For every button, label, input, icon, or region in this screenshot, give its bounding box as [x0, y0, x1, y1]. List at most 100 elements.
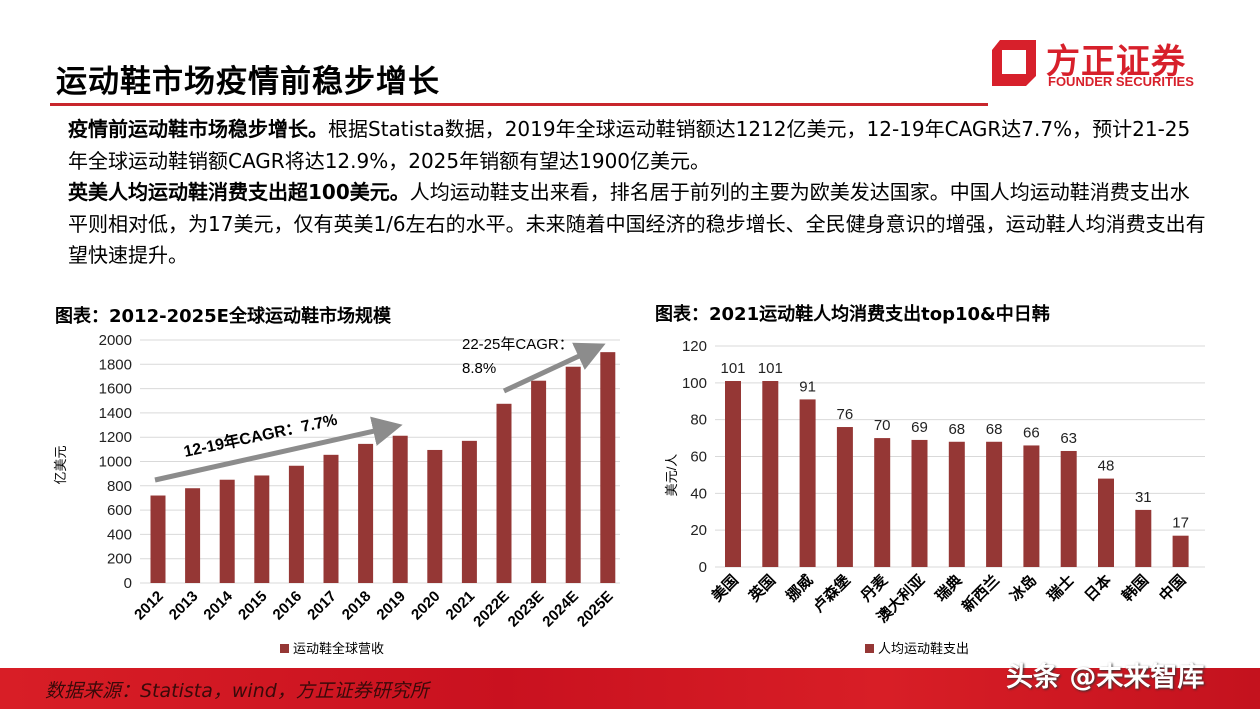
x-tick-label: 2023E	[505, 588, 548, 631]
bar-2020	[427, 449, 443, 583]
x-tick-label: 丹麦	[857, 570, 892, 605]
bar-2019	[392, 435, 408, 583]
bar-2016	[288, 465, 304, 583]
x-tick-label: 瑞典	[932, 571, 966, 605]
bar-2012	[150, 495, 166, 583]
bar-2022E	[496, 403, 512, 583]
paragraph-per-capita-text: 人均运动鞋支出来看，排名居于前列的主要为欧美发达国家。中国人均运动鞋消费支出水平…	[68, 180, 1206, 267]
x-tick-label: 2014	[200, 587, 236, 623]
cagr-annotation-2: 22-25年CAGR：	[462, 336, 574, 353]
bar-瑞士	[1060, 450, 1077, 567]
y-tick-label: 1600	[99, 381, 132, 398]
data-source: 数据来源：Statista，wind，方正证券研究所	[45, 680, 429, 702]
data-label: 91	[799, 378, 816, 395]
footer-band	[0, 668, 1260, 709]
x-tick-label: 2024E	[539, 588, 582, 631]
y-tick-label: 120	[682, 338, 707, 355]
y-tick-label: 1400	[99, 405, 132, 422]
bar-中国	[1172, 535, 1189, 567]
paragraph-market: 疫情前运动鞋市场稳步增长。根据Statista数据，2019年全球运动鞋销额达1…	[68, 114, 1208, 177]
data-label: 48	[1098, 458, 1115, 475]
data-label: 17	[1172, 515, 1189, 532]
cagr-arrow-2022-2025	[502, 342, 606, 394]
y-tick-label: 60	[690, 449, 707, 466]
paragraph-market-text: 根据Statista数据，2019年全球运动鞋销额达1212亿美元，12-19年…	[68, 117, 1191, 173]
x-tick-label: 卢森堡	[809, 571, 854, 616]
y-axis-label: 亿美元	[53, 445, 68, 484]
bar-挪威	[799, 399, 816, 567]
data-label: 69	[911, 419, 928, 436]
logo-text-en: FOUNDER SECURITIES	[1048, 74, 1194, 89]
bar-冰岛	[1023, 445, 1040, 567]
data-label: 31	[1135, 489, 1152, 506]
data-label: 66	[1023, 424, 1040, 441]
y-tick-label: 100	[682, 375, 707, 392]
bar-新西兰	[986, 441, 1003, 567]
founder-logo: 方正证券 FOUNDER SECURITIES	[990, 36, 1205, 92]
y-tick-label: 200	[107, 551, 132, 568]
x-tick-label: 挪威	[782, 571, 816, 605]
data-label: 68	[986, 421, 1003, 438]
y-tick-label: 0	[124, 575, 132, 592]
x-tick-label: 2017	[304, 588, 340, 624]
y-tick-label: 20	[690, 522, 707, 539]
bar-2023E	[531, 380, 547, 583]
legend-swatch	[865, 644, 874, 653]
bar-2013	[185, 488, 201, 583]
body-text: 疫情前运动鞋市场稳步增长。根据Statista数据，2019年全球运动鞋销额达1…	[68, 114, 1208, 272]
x-tick-label: 中国	[1155, 571, 1189, 605]
data-label: 68	[948, 421, 965, 438]
bar-澳大利亚	[911, 439, 928, 567]
y-tick-label: 2000	[99, 332, 132, 349]
bar-美国	[725, 380, 741, 567]
y-tick-label: 600	[107, 502, 132, 519]
logo-mark-icon	[992, 40, 1036, 86]
x-tick-label: 2019	[373, 588, 409, 624]
paragraph-per-capita: 英美人均运动鞋消费支出超100美元。人均运动鞋支出来看，排名居于前列的主要为欧美…	[68, 177, 1208, 272]
slide-title: 运动鞋市场疫情前稳步增长	[56, 64, 440, 100]
bar-英国	[762, 380, 779, 567]
y-tick-label: 400	[107, 526, 132, 543]
data-label: 70	[874, 417, 891, 434]
x-tick-label: 英国	[745, 571, 779, 605]
y-tick-label: 40	[690, 485, 707, 502]
bar-2017	[323, 454, 339, 583]
data-label: 101	[720, 360, 745, 377]
legend-label: 运动鞋全球营收	[293, 641, 384, 656]
chart2-title: 图表：2021运动鞋人均消费支出top10&中日韩	[655, 304, 1050, 325]
bar-2024E	[565, 366, 581, 583]
y-axis-label: 美元/人	[664, 454, 679, 497]
cagr-annotation-1: 12-19年CAGR：7.7%	[182, 410, 339, 461]
bar-2015	[254, 475, 270, 583]
x-tick-label: 2018	[339, 588, 375, 624]
y-tick-label: 800	[107, 478, 132, 495]
y-tick-label: 1800	[99, 356, 132, 373]
y-tick-label: 1000	[99, 454, 132, 471]
x-tick-label: 日本	[1081, 571, 1115, 605]
legend-swatch	[280, 644, 289, 653]
data-label: 101	[758, 360, 783, 377]
cagr-arrow-2012-2019	[154, 416, 403, 483]
x-tick-label: 2012	[131, 588, 167, 624]
market-size-chart: 0 200 400 600 800 1000 1200 1400 1600 1800 2000 201…	[53, 332, 620, 656]
x-tick-label: 2016	[270, 588, 306, 624]
bar-2018	[358, 443, 374, 583]
cagr-annotation-3: 8.8%	[462, 360, 496, 377]
per-capita-chart: 0 20 40 60 80 100 120 101 美国 101 英国 91 挪威 76 卢森堡 70 丹麦 69…	[664, 338, 1205, 656]
x-tick-label: 2020	[408, 588, 444, 624]
bar-瑞典	[948, 441, 965, 567]
watermark: 头条 @未来智库	[1006, 662, 1205, 693]
bar-2025E	[600, 352, 616, 583]
x-tick-label: 新西兰	[958, 571, 1003, 616]
logo-text-cn: 方正证券	[1046, 42, 1186, 82]
x-tick-label: 2022E	[470, 588, 513, 631]
x-tick-label: 冰岛	[1006, 571, 1040, 605]
paragraph-per-capita-lead: 英美人均运动鞋消费支出超100美元。	[68, 180, 410, 204]
y-tick-label: 1200	[99, 429, 132, 446]
x-tick-label: 韩国	[1118, 571, 1152, 605]
bar-2014	[219, 479, 235, 583]
chart1-title: 图表：2012-2025E全球运动鞋市场规模	[55, 306, 391, 327]
x-tick-label: 2015	[235, 588, 271, 624]
bar-韩国	[1135, 509, 1152, 567]
x-tick-label: 2025E	[574, 588, 617, 631]
